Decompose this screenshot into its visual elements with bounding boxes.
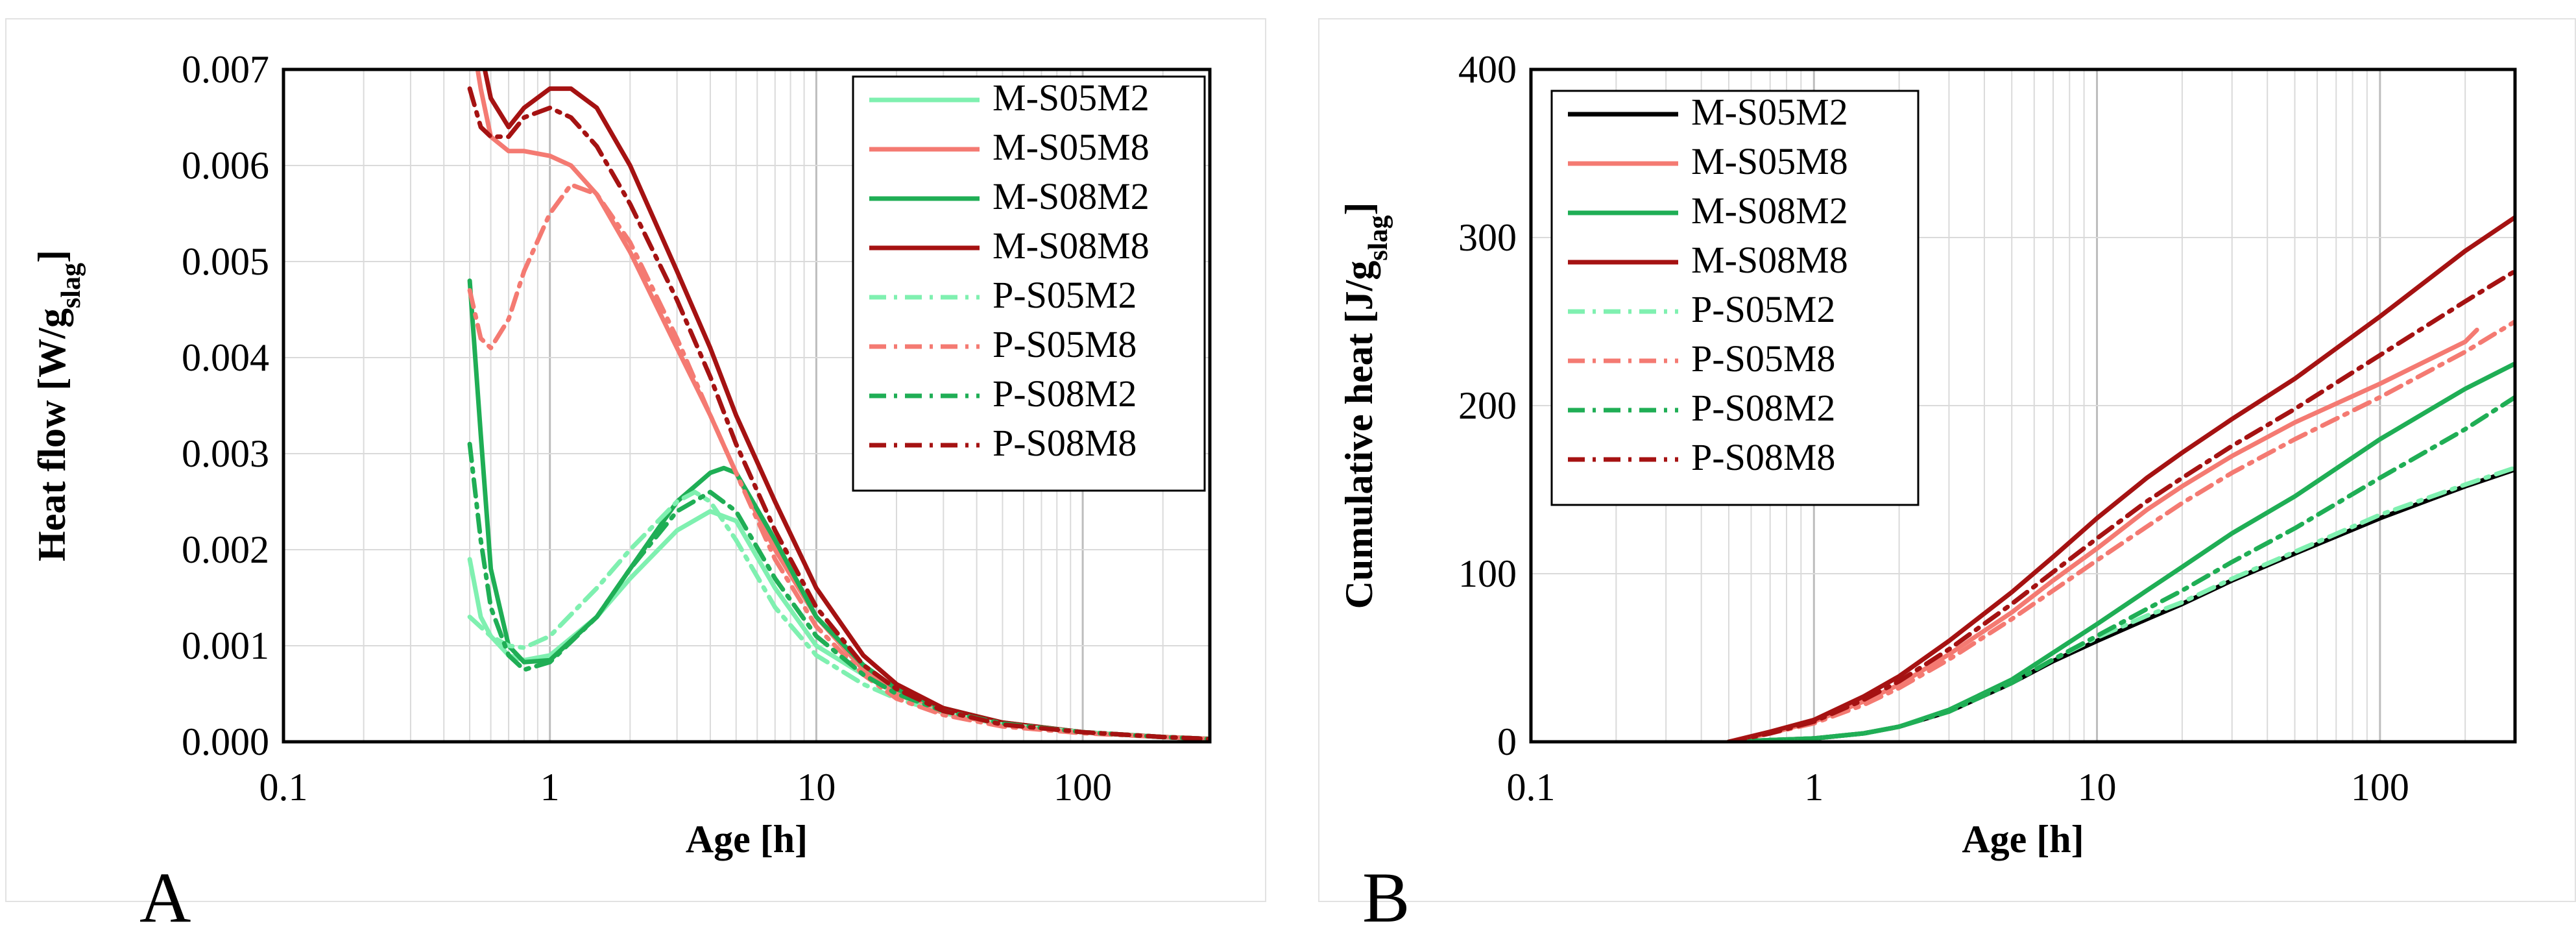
panel-a-legend-label: P-S05M8 bbox=[993, 323, 1137, 365]
panel-a-y-tick-label: 0.005 bbox=[182, 240, 269, 283]
panel-b-y-tick-label: 300 bbox=[1458, 216, 1517, 259]
panel-a-y-tick-label: 0.001 bbox=[182, 624, 269, 667]
panel-b-x-tick-label: 100 bbox=[2351, 766, 2409, 809]
panel-a-legend: M-S05M2 M-S05M8 M-S08M2 M-S08M8 P-S05M2 P-S05… bbox=[852, 75, 1206, 492]
panel-b-x-tick-label: 10 bbox=[2078, 766, 2117, 809]
heat-flow-chart: 0.1 1 10 100 0.000 0.001 0.002 0.003 0.004 0.005 0… bbox=[30, 48, 1212, 930]
panel-b-legend-label: M-S08M2 bbox=[1691, 190, 1848, 232]
panel-b-legend-label: M-S05M8 bbox=[1691, 140, 1848, 182]
panel-a-y-tick-label: 0.007 bbox=[182, 48, 269, 91]
panel-a-x-tick-label: 1 bbox=[540, 766, 560, 809]
panel-a-y-tick-label: 0.002 bbox=[182, 528, 269, 571]
panel-b-legend: M-S05M2 M-S05M8 M-S08M2 M-S08M8 P-S05M2 P-S05… bbox=[1550, 90, 1920, 506]
panel-a-series-p-s08m2 bbox=[467, 441, 1210, 742]
panel-b-y-tick-label: 100 bbox=[1458, 552, 1517, 595]
panel-b-series-p-s05m8 bbox=[1726, 319, 2515, 742]
panel-b-x-tick-label: 1 bbox=[1804, 766, 1824, 809]
panel-b-x-tick-label: 0.1 bbox=[1507, 766, 1556, 809]
panel-a-x-axis-title: Age [h] bbox=[686, 818, 808, 861]
panel-b-y-tick-label: 0 bbox=[1497, 720, 1517, 763]
panel-a-series-group bbox=[467, 69, 1210, 742]
panel-b-plot-border bbox=[1529, 67, 2517, 744]
panel-a-y-axis-title: Heat flow [W/gslag] bbox=[30, 250, 86, 561]
panel-b-y-axis-title: Cumulative heat [J/gslag] bbox=[1338, 202, 1393, 609]
panel-b-legend-label: P-S05M2 bbox=[1691, 288, 1835, 330]
panel-a-legend-label: P-S08M8 bbox=[993, 422, 1137, 464]
panel-a-y-tick-label: 0.004 bbox=[182, 336, 269, 379]
panel-a-x-tick-label: 10 bbox=[797, 766, 836, 809]
panel-b-frame bbox=[1318, 18, 2576, 902]
panel-a-legend-label: M-S08M8 bbox=[993, 225, 1150, 267]
panel-b-legend-label: M-S08M8 bbox=[1691, 239, 1848, 281]
panel-b-legend-label: P-S08M2 bbox=[1691, 387, 1835, 429]
panel-a-y-tick-label: 0.000 bbox=[182, 720, 269, 763]
panel-b-legend-label: P-S08M8 bbox=[1691, 436, 1835, 478]
panel-a-x-tick-label: 100 bbox=[1053, 766, 1112, 809]
panel-a-legend-label: P-S05M2 bbox=[993, 274, 1137, 316]
panel-b-legend-label: M-S05M2 bbox=[1691, 91, 1848, 133]
panel-b-series-p-s08m2 bbox=[1726, 395, 2515, 742]
panel-a-legend-label: M-S05M2 bbox=[993, 77, 1150, 119]
panel-a-y-tick-label: 0.003 bbox=[182, 432, 269, 475]
panel-b-y-tick-label: 400 bbox=[1458, 48, 1517, 91]
panel-a-series-p-s05m2 bbox=[467, 489, 1210, 742]
panel-a-legend-label: M-S08M2 bbox=[993, 175, 1150, 217]
panel-a-series-p-s08m8 bbox=[467, 86, 1210, 742]
panel-a-legend-label: P-S08M2 bbox=[993, 373, 1137, 415]
panel-a-plot-border bbox=[282, 67, 1212, 744]
panel-a-legend-box bbox=[852, 75, 1206, 492]
panel-b-series-group bbox=[1726, 215, 2515, 742]
panel-a-legend-label: M-S05M8 bbox=[993, 126, 1150, 168]
panel-a-letter: A bbox=[139, 858, 191, 930]
panel-a-x-tick-label: 0.1 bbox=[259, 766, 308, 809]
panel-b-y-tick-label: 200 bbox=[1458, 384, 1517, 427]
cumulative-heat-chart: 0.1 1 10 100 0 100 200 300 400 Age [h] Cumulative … bbox=[1338, 48, 2517, 930]
panel-b-letter: B bbox=[1362, 858, 1410, 930]
panel-a-series-p-s05m8 bbox=[467, 182, 1210, 742]
panel-b-x-axis-title: Age [h] bbox=[1962, 818, 2084, 861]
panel-b-series-p-s08m8 bbox=[1726, 269, 2515, 742]
panel-b-series-m-s08m8 bbox=[1726, 215, 2515, 742]
panel-b-legend-label: P-S05M8 bbox=[1691, 337, 1835, 380]
panel-a-y-tick-label: 0.006 bbox=[182, 144, 269, 187]
panel-b-legend-box bbox=[1550, 90, 1920, 506]
